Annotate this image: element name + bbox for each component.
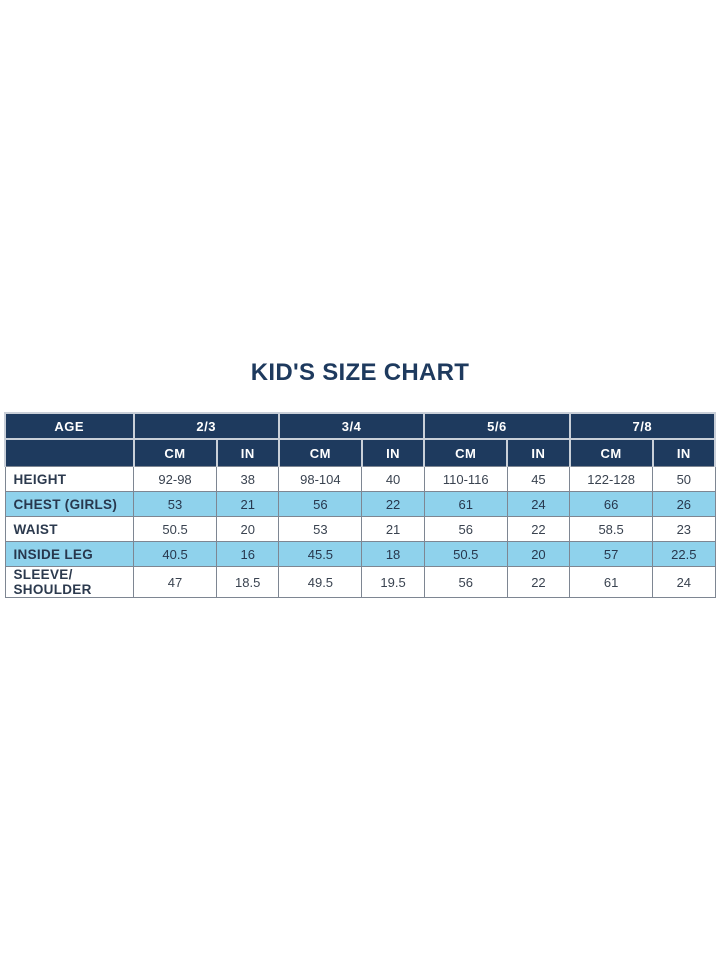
value-cell: 23: [652, 516, 716, 542]
value-cell: 56: [423, 566, 508, 598]
row-label-cell: INSIDE LEG: [4, 541, 134, 567]
value-cell: 61: [569, 566, 654, 598]
value-cell: 22: [506, 516, 571, 542]
value-cell: 50.5: [423, 541, 508, 567]
size-chart-table: AGE 2/3 3/4 5/6 7/8 CM IN CM IN CM IN CM…: [4, 412, 717, 598]
table-row: HEIGHT 92-98 38 98-104 40 110-116 45 122…: [4, 466, 716, 492]
unit-cell: CM: [132, 438, 218, 467]
age-group-cell: 7/8: [568, 412, 717, 440]
page-title: KID'S SIZE CHART: [250, 359, 470, 386]
table-row: INSIDE LEG 40.5 16 45.5 18 50.5 20 57 22…: [4, 541, 716, 567]
unit-cell: CM: [568, 438, 654, 467]
value-cell: 40: [361, 466, 425, 492]
value-cell: 122-128: [569, 466, 654, 492]
age-group-cell: 5/6: [423, 412, 571, 440]
unit-cell: CM: [423, 438, 509, 467]
value-cell: 53: [132, 491, 218, 517]
corner-cell: [4, 438, 135, 467]
value-cell: 22.5: [652, 541, 716, 567]
row-label-cell: SLEEVE/ SHOULDER: [4, 566, 134, 598]
value-cell: 21: [216, 491, 280, 517]
table-row: CHEST (GIRLS) 53 21 56 22 61 24 66 26: [4, 491, 716, 517]
value-cell: 38: [216, 466, 280, 492]
value-cell: 40.5: [132, 541, 218, 567]
age-header-cell: AGE: [4, 412, 135, 440]
value-cell: 24: [652, 566, 716, 598]
value-cell: 57: [569, 541, 654, 567]
unit-cell: IN: [215, 438, 280, 467]
value-cell: 110-116: [423, 466, 508, 492]
value-cell: 45.5: [278, 541, 363, 567]
unit-cell: IN: [651, 438, 717, 467]
age-group-header-row: AGE 2/3 3/4 5/6 7/8: [4, 412, 717, 440]
unit-cell: CM: [277, 438, 363, 467]
table-row: SLEEVE/ SHOULDER 47 18.5 49.5 19.5 56 22…: [4, 566, 716, 598]
value-cell: 47: [132, 566, 218, 598]
value-cell: 50: [652, 466, 716, 492]
units-header-row: CM IN CM IN CM IN CM IN: [4, 438, 717, 467]
value-cell: 18: [361, 541, 425, 567]
age-group-cell: 2/3: [132, 412, 280, 440]
unit-cell: IN: [506, 438, 571, 467]
row-label-cell: HEIGHT: [4, 466, 134, 492]
value-cell: 66: [569, 491, 654, 517]
value-cell: 45: [506, 466, 571, 492]
value-cell: 18.5: [216, 566, 280, 598]
row-label-cell: CHEST (GIRLS): [4, 491, 134, 517]
value-cell: 56: [278, 491, 363, 517]
value-cell: 22: [506, 566, 571, 598]
value-cell: 19.5: [361, 566, 425, 598]
value-cell: 61: [423, 491, 508, 517]
value-cell: 16: [216, 541, 280, 567]
unit-cell: IN: [360, 438, 426, 467]
value-cell: 49.5: [278, 566, 363, 598]
value-cell: 21: [361, 516, 425, 542]
age-group-cell: 3/4: [277, 412, 426, 440]
value-cell: 58.5: [569, 516, 654, 542]
value-cell: 50.5: [132, 516, 218, 542]
value-cell: 53: [278, 516, 363, 542]
row-label-cell: WAIST: [4, 516, 134, 542]
table-row: WAIST 50.5 20 53 21 56 22 58.5 23: [4, 516, 716, 542]
value-cell: 98-104: [278, 466, 363, 492]
value-cell: 92-98: [132, 466, 218, 492]
value-cell: 22: [361, 491, 425, 517]
value-cell: 20: [506, 541, 571, 567]
value-cell: 24: [506, 491, 571, 517]
value-cell: 56: [423, 516, 508, 542]
value-cell: 26: [652, 491, 716, 517]
value-cell: 20: [216, 516, 280, 542]
